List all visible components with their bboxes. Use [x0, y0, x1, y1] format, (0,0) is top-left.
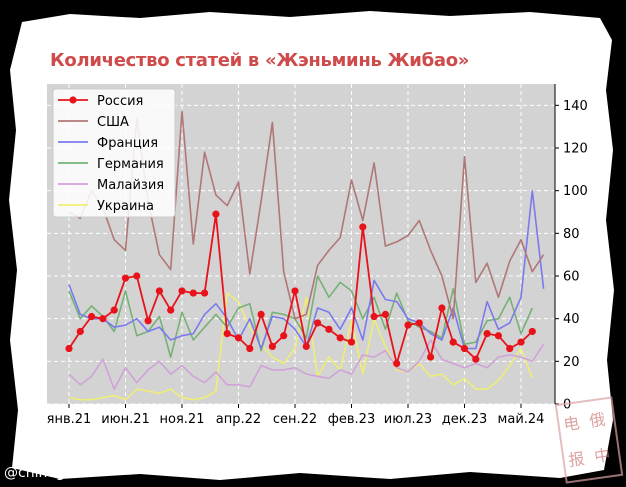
data-point — [291, 287, 299, 295]
x-tick-label: янв.21 — [47, 412, 92, 427]
data-point — [449, 338, 457, 346]
data-point — [257, 310, 265, 318]
x-tick-label: ноя.21 — [160, 412, 205, 427]
stamp-char: 报 — [567, 448, 586, 470]
data-point — [88, 312, 96, 321]
data-point — [427, 353, 435, 361]
data-point — [212, 210, 220, 218]
chart-title: Количество статей в «Жэньминь Жибао» — [50, 50, 470, 71]
data-point — [121, 274, 130, 282]
stamp-char: 电 — [562, 413, 581, 435]
data-point — [99, 315, 107, 323]
data-point — [155, 287, 163, 295]
y-tick-label: 100 — [563, 184, 588, 199]
x-tick-label: фев.23 — [328, 412, 375, 427]
y-tick-label: 60 — [563, 270, 580, 285]
x-axis: янв.21 июн.21 ноя.21 апр.22 сен.22 фев.23 июл.… — [47, 404, 545, 427]
data-point — [404, 321, 412, 329]
x-tick-label: апр.22 — [216, 412, 261, 427]
data-point — [65, 344, 73, 353]
data-point — [370, 312, 378, 321]
x-tick-label: сен.22 — [273, 412, 317, 427]
stamp-char: 俄 — [588, 409, 607, 431]
legend-label: Украина — [97, 199, 154, 214]
data-point — [144, 317, 152, 325]
data-point — [494, 332, 502, 340]
data-point — [381, 310, 389, 318]
data-point — [359, 223, 367, 231]
stamp-char: 中 — [593, 445, 612, 467]
data-point — [110, 306, 118, 314]
data-point — [325, 325, 333, 333]
data-point — [280, 332, 288, 340]
data-point — [347, 338, 356, 346]
data-point — [506, 344, 514, 353]
data-point — [268, 342, 276, 350]
data-point — [234, 334, 243, 342]
data-point — [336, 334, 344, 342]
data-point — [314, 319, 322, 327]
data-point — [167, 306, 175, 314]
x-tick-label: июн.21 — [101, 412, 150, 427]
legend: Россия США Франция Германия Малайзия Украина — [52, 88, 176, 218]
legend-label: Германия — [97, 157, 164, 172]
y-tick-label: 0 — [563, 398, 571, 413]
y-axis: 0 20 40 60 80 100 120 140 — [554, 84, 588, 413]
legend-label: США — [97, 115, 129, 130]
data-point — [460, 344, 469, 353]
y-tick-label: 120 — [563, 142, 588, 157]
y-tick-label: 140 — [563, 99, 588, 114]
series-line — [68, 339, 545, 390]
y-tick-label: 40 — [563, 312, 580, 327]
watermark-stamp: 电 报 俄 中 — [554, 396, 624, 484]
data-point — [178, 287, 186, 295]
data-point — [133, 272, 141, 280]
data-point — [517, 338, 525, 346]
data-point — [246, 344, 254, 353]
data-point — [483, 330, 491, 338]
data-point — [76, 327, 84, 336]
data-point — [528, 327, 536, 336]
x-tick-label: июл.23 — [384, 412, 432, 427]
x-tick-label: дек.23 — [442, 412, 488, 427]
x-tick-label: май.24 — [498, 412, 545, 427]
data-point — [472, 355, 480, 363]
data-point — [201, 289, 209, 297]
y-tick-label: 20 — [563, 355, 580, 370]
data-point — [415, 319, 423, 327]
legend-label: Франция — [97, 136, 158, 151]
data-point — [393, 359, 401, 368]
data-point — [302, 342, 310, 350]
watermark-handle: @chinogram — [4, 465, 93, 481]
data-point — [189, 289, 197, 297]
y-tick-label: 80 — [563, 227, 580, 242]
legend-label: Россия — [97, 94, 143, 109]
data-point — [223, 330, 231, 338]
data-point — [438, 304, 446, 312]
legend-label: Малайзия — [97, 178, 164, 193]
legend-marker — [69, 96, 77, 104]
